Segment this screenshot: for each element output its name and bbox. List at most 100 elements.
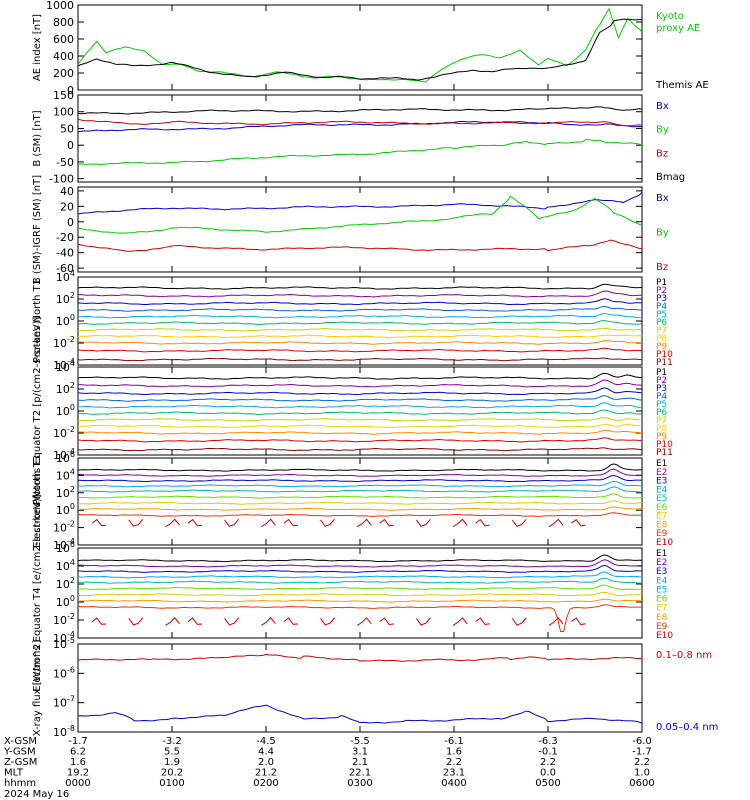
ephemeris-cell: 2.2	[540, 757, 556, 768]
ephemeris-cell: 1.6	[446, 747, 462, 758]
ephemeris-cell: 0200	[253, 778, 278, 789]
legend-label: E8	[656, 613, 668, 623]
y-tick-label: 100	[56, 594, 75, 609]
series-line-e1	[77, 463, 643, 472]
series-line-p1	[77, 283, 643, 290]
series-line-bmag	[77, 106, 643, 115]
legend-label: P1	[656, 278, 667, 288]
legend-label: P1	[656, 368, 667, 378]
y-tick-label: -60	[56, 262, 74, 275]
series-segment-e10	[128, 617, 144, 626]
legend-label: E1	[656, 549, 667, 559]
series-segment-e10	[128, 519, 144, 527]
panel-8: 10-8 10-7 10-6 10-5 X-ray flux [W/m^2] 0.1–0.…	[32, 636, 718, 739]
ephemeris-cell: 1.0	[634, 768, 650, 779]
series-line-e6	[77, 493, 643, 499]
series-line-e4	[77, 480, 643, 488]
series-line-e1	[77, 554, 643, 563]
series-line-e4	[77, 571, 643, 579]
ephemeris-cell: 0000	[65, 778, 90, 789]
series-segment-e10	[511, 617, 527, 626]
series-segment-e10	[511, 518, 527, 527]
ephemeris-cell: -6.0	[632, 736, 652, 747]
series-line-0-05-0-4-nm	[77, 704, 643, 724]
series-line-e5	[77, 486, 643, 493]
series-segment-e10	[261, 518, 276, 528]
ephemeris-cell: 0300	[347, 778, 372, 789]
series-line-p7	[77, 327, 643, 332]
panel-frame	[77, 186, 643, 273]
series-segment-e10	[320, 617, 335, 626]
legend-label: P11	[656, 358, 673, 368]
series-line-e7	[77, 591, 643, 597]
ephemeris-cell: 21.2	[255, 768, 277, 779]
ephemeris-cell: 6.2	[70, 747, 86, 758]
legend-label: P8	[656, 334, 667, 344]
legend-label: Kyoto	[656, 11, 684, 22]
series-line-bz	[77, 239, 643, 252]
series-line-e2	[77, 559, 643, 568]
legend-label: By	[656, 125, 669, 136]
ephemeris-table: X-GSM -1.7 -3.2 -4.5 -5.5 -6.1 -6.3 -6.0 Y-GSM 6.…	[3, 736, 655, 800]
series-line-bx	[77, 192, 643, 215]
legend-label: E3	[656, 477, 667, 487]
series-line-p2	[77, 379, 643, 388]
legend-label: P5	[656, 310, 667, 320]
ephemeris-cell: 2.2	[446, 757, 462, 768]
legend-label: E5	[656, 494, 667, 504]
series-line-by	[77, 195, 643, 234]
series-line-e8	[77, 506, 643, 511]
y-axis-label: Protons North T1	[32, 279, 43, 363]
ephemeris-cell: 1.6	[70, 757, 86, 768]
ephemeris-cell: -0.1	[538, 747, 558, 758]
y-tick-label: 40	[60, 185, 74, 198]
y-tick-label: -40	[56, 247, 74, 260]
series-line-0-1-0-8-nm	[77, 653, 643, 662]
legend-label: P10	[656, 440, 673, 450]
y-tick-label: 10-6	[53, 665, 75, 680]
series-segment-e10	[224, 519, 240, 527]
series-line-e9	[77, 604, 643, 632]
series-segment-e10	[283, 518, 299, 527]
series-segment-e10	[452, 617, 468, 626]
legend-label: P5	[656, 400, 667, 410]
legend-label: Bz	[656, 148, 668, 159]
legend-label: P11	[656, 448, 673, 458]
legend-label: E6	[656, 595, 668, 605]
y-tick-label: 104	[56, 359, 75, 374]
series-segment-e10	[187, 518, 203, 527]
legend-label: P10	[656, 350, 673, 360]
y-tick-label: 104	[56, 467, 75, 482]
legend-label: P7	[656, 416, 667, 426]
series-line-e9	[77, 512, 643, 517]
series-line-p8	[77, 334, 643, 339]
ephemeris-cell: 1.9	[164, 757, 180, 768]
series-segment-e10	[415, 617, 431, 626]
series-segment-e10	[165, 617, 180, 626]
y-axis-label: X-ray flux [W/m^2]	[32, 640, 43, 737]
legend-label: P6	[656, 408, 667, 418]
series-line-by	[77, 139, 643, 165]
series-line-e2	[77, 468, 643, 477]
y-tick-label: 10-2	[53, 612, 75, 627]
legend-label: Bx	[656, 101, 669, 112]
series-line-p3	[77, 387, 643, 396]
y-tick-label: 10-2	[53, 520, 75, 535]
series-line-e5	[77, 577, 643, 584]
y-tick-label: 102	[56, 485, 75, 500]
series-segment-e10	[571, 617, 586, 626]
legend-label: 0.05–0.4 nm	[656, 722, 718, 733]
legend-label: Bmag	[656, 172, 685, 183]
y-tick-label: -100	[49, 173, 74, 186]
y-tick-label: 800	[53, 16, 74, 29]
y-tick-label: -20	[56, 231, 74, 244]
legend-label: E1	[656, 459, 667, 469]
y-axis-label: Electrons Equator T4 [e/(cm2-s-sr-keV)]	[32, 494, 43, 691]
series-line-p6	[77, 320, 643, 325]
legend-label: E4	[656, 576, 668, 586]
ephemeris-cell: 5.5	[164, 747, 180, 758]
legend-label: Themis AE	[655, 80, 709, 91]
series-segment-e10	[91, 518, 107, 527]
legend-label: P8	[656, 424, 667, 434]
panel-2: -100 -50 0 50 100 150 B (SM) [nT] Bx By Bz Bmag	[32, 89, 685, 186]
